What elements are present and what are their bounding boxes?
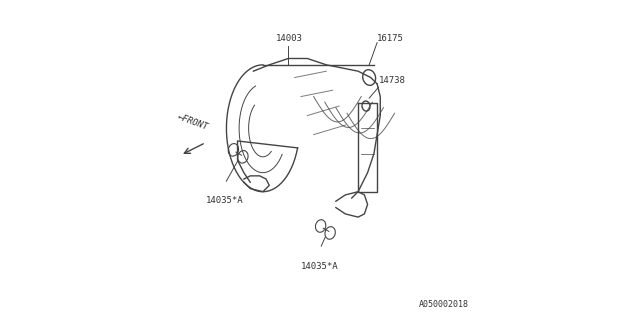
- Text: 14035*A: 14035*A: [301, 261, 339, 270]
- Text: ←FRONT: ←FRONT: [177, 112, 210, 132]
- Text: 14035*A: 14035*A: [206, 196, 244, 205]
- Text: 16175: 16175: [377, 34, 404, 43]
- Text: 14003: 14003: [276, 34, 303, 43]
- Text: 14738: 14738: [379, 76, 406, 85]
- Text: A050002018: A050002018: [419, 300, 469, 309]
